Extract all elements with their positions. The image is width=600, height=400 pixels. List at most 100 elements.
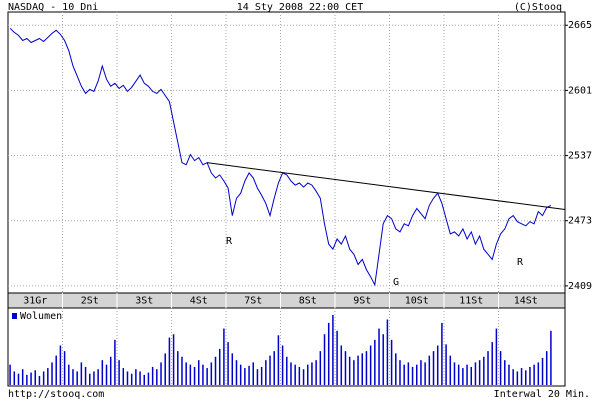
volume-bar — [491, 342, 493, 385]
volume-bar — [441, 322, 443, 385]
volume-bar — [223, 328, 225, 385]
volume-bar — [525, 370, 527, 385]
volume-bar — [378, 328, 380, 385]
volume-bar — [185, 362, 187, 385]
volume-bar — [319, 351, 322, 385]
volume-bar — [512, 369, 514, 385]
volume-bar — [281, 345, 284, 385]
volume-bar — [344, 351, 347, 385]
volume-bar — [42, 371, 45, 385]
volume-bar — [407, 362, 410, 385]
volume-bar — [235, 360, 238, 385]
volume-bar — [206, 368, 208, 385]
volume-bar — [9, 364, 11, 385]
volume-bar — [302, 369, 305, 385]
x-tick-label: 2St — [81, 296, 99, 307]
volume-bar — [403, 364, 405, 385]
volume-bar — [84, 366, 87, 385]
volume-bar — [198, 360, 200, 385]
volume-bar — [260, 366, 263, 385]
volume-bar — [139, 371, 141, 385]
volume-bar — [239, 364, 242, 385]
volume-bar — [118, 360, 120, 385]
volume-bar — [483, 356, 485, 385]
volume-bar — [126, 371, 129, 385]
volume-bar — [340, 345, 343, 385]
y-tick-label: 2473 — [568, 216, 592, 227]
volume-bar — [315, 360, 317, 385]
y-tick-label: 2409 — [568, 281, 592, 292]
volume-bar — [478, 360, 481, 385]
volume-bar — [193, 366, 196, 385]
volume-bar — [277, 335, 280, 385]
volume-bar — [466, 364, 468, 385]
volume-bar — [143, 374, 145, 385]
x-tick-label: 7St — [244, 296, 262, 307]
volume-bar — [202, 364, 204, 385]
y-tick-label: 2665 — [568, 20, 592, 31]
volume-bar — [374, 339, 376, 385]
volume-bar — [411, 366, 414, 385]
volume-bar — [97, 369, 99, 385]
volume-bar — [51, 362, 53, 385]
volume-bar — [369, 345, 372, 385]
volume-bar — [68, 364, 70, 385]
volume-bar — [248, 365, 250, 385]
footer-right: Interwal 20 Min. — [494, 389, 590, 400]
volume-bar — [445, 344, 447, 385]
volume-bar — [357, 355, 359, 385]
volume-bar — [177, 351, 179, 385]
volume-bar — [550, 330, 552, 385]
annotation: R — [517, 257, 524, 268]
volume-bar — [470, 366, 472, 385]
volume-bar — [416, 364, 418, 385]
volume-bar — [286, 356, 288, 385]
volume-bar — [307, 364, 309, 385]
volume-bar — [361, 353, 363, 385]
volume-bar — [93, 371, 95, 385]
volume-bar — [533, 364, 535, 385]
volume-bar — [160, 362, 162, 385]
volume-bar — [520, 368, 523, 385]
volume-bar — [386, 319, 389, 385]
header-right: (C)Stooq — [514, 2, 562, 13]
volume-bar — [17, 373, 20, 385]
volume-bar — [168, 337, 171, 385]
volume-bar — [294, 364, 296, 385]
volume-bar — [499, 351, 502, 385]
x-tick-label: 10St — [405, 296, 429, 307]
volume-bar — [327, 322, 330, 385]
volume-bar — [265, 360, 267, 385]
volume-bar — [516, 371, 519, 385]
volume-bar — [336, 330, 338, 385]
volume-bar — [218, 348, 221, 385]
x-tick-label: 9St — [353, 296, 371, 307]
volume-bar — [59, 345, 62, 385]
frame — [7, 11, 566, 387]
volume-bar — [156, 369, 158, 385]
volume-bar — [26, 374, 28, 385]
volume-bar — [147, 372, 150, 385]
volume-bar — [332, 315, 334, 385]
footer-left: http://stooq.com — [8, 389, 104, 400]
x-tick-label: 4St — [190, 296, 208, 307]
volume-bar — [34, 370, 36, 385]
volume-bar — [529, 366, 531, 385]
volume-bar — [420, 360, 422, 385]
y-tick-label: 2537 — [568, 151, 592, 162]
volume-bar — [365, 351, 368, 385]
volume-bar — [231, 353, 234, 385]
volume-bar — [21, 369, 24, 385]
volume-bar — [453, 362, 456, 385]
volume-bar — [537, 362, 540, 385]
x-tick-label: 8St — [299, 296, 317, 307]
volume-bar — [72, 369, 74, 385]
volume-bar — [105, 364, 108, 385]
volume-bar — [189, 364, 192, 385]
volume-bar — [474, 362, 477, 385]
volume-bar — [508, 364, 510, 385]
volume-bar — [545, 351, 548, 385]
annotation: R — [226, 236, 233, 247]
